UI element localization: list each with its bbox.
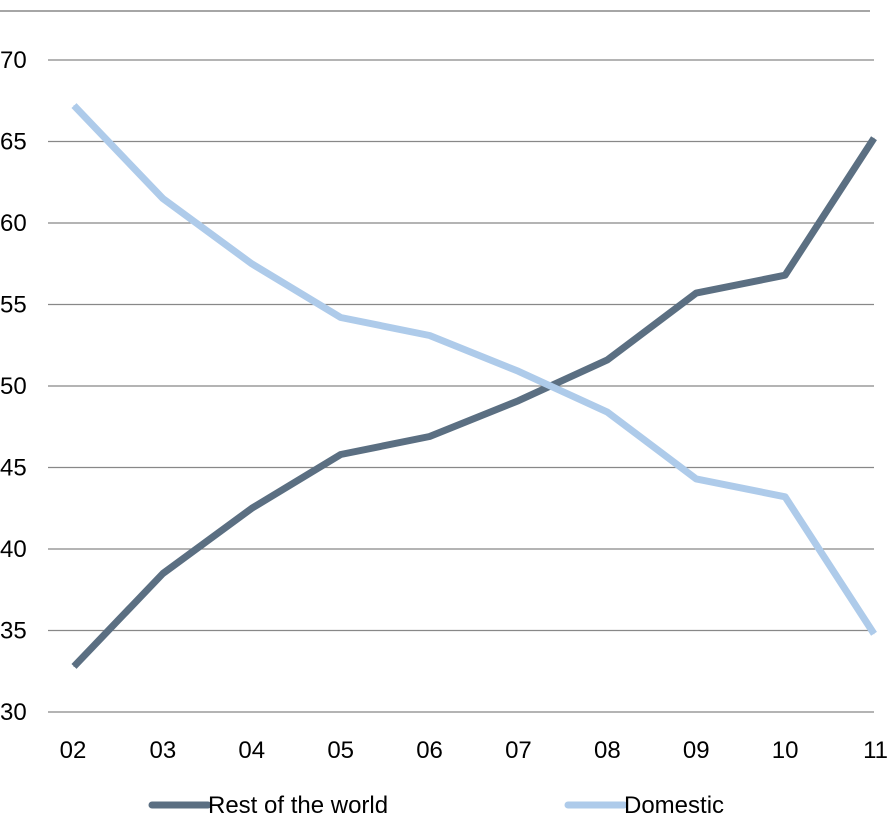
y-tick-label: 40 [0, 536, 27, 563]
legend-label: Rest of the world [208, 792, 388, 819]
y-tick-label: 70 [0, 47, 27, 74]
data-point [429, 436, 430, 437]
data-point [162, 573, 163, 574]
data-point [251, 508, 252, 509]
y-tick-label: 50 [0, 373, 27, 400]
data-point [696, 478, 697, 479]
data-point [162, 198, 163, 199]
data-point [518, 400, 519, 401]
y-tick-label: 30 [0, 699, 27, 726]
data-point [785, 275, 786, 276]
data-point [74, 105, 75, 106]
x-tick-label: 07 [505, 737, 532, 764]
x-tick-label: 11 [863, 737, 888, 764]
y-tick-label: 35 [0, 618, 27, 645]
data-point [874, 633, 875, 634]
data-point [607, 359, 608, 360]
gridlines [48, 60, 874, 712]
x-tick-label: 09 [683, 737, 710, 764]
x-tick-label: 05 [327, 737, 354, 764]
x-tick-label: 10 [772, 737, 799, 764]
data-point [429, 335, 430, 336]
y-tick-label: 65 [0, 129, 27, 156]
x-tick-label: 04 [238, 737, 265, 764]
x-tick-label: 08 [594, 737, 621, 764]
data-point [518, 371, 519, 372]
y-tick-label: 45 [0, 455, 27, 482]
data-point [340, 317, 341, 318]
y-tick-label: 60 [0, 210, 27, 237]
x-tick-label: 02 [60, 737, 87, 764]
data-point [74, 666, 75, 667]
x-tick-label: 03 [150, 737, 177, 764]
legend: Rest of the world Domestic [152, 792, 724, 819]
x-axis-tick-labels: 02 03 04 05 06 07 08 09 10 11 [60, 737, 888, 764]
y-tick-label: 55 [0, 292, 27, 319]
legend-label: Domestic [624, 792, 724, 819]
data-point [607, 412, 608, 413]
data-point [874, 138, 875, 139]
data-point [696, 293, 697, 294]
data-point [251, 263, 252, 264]
x-tick-label: 06 [416, 737, 443, 764]
y-axis-tick-labels: 30 35 40 45 50 55 60 65 70 [0, 47, 27, 726]
data-point [785, 496, 786, 497]
data-point [340, 454, 341, 455]
